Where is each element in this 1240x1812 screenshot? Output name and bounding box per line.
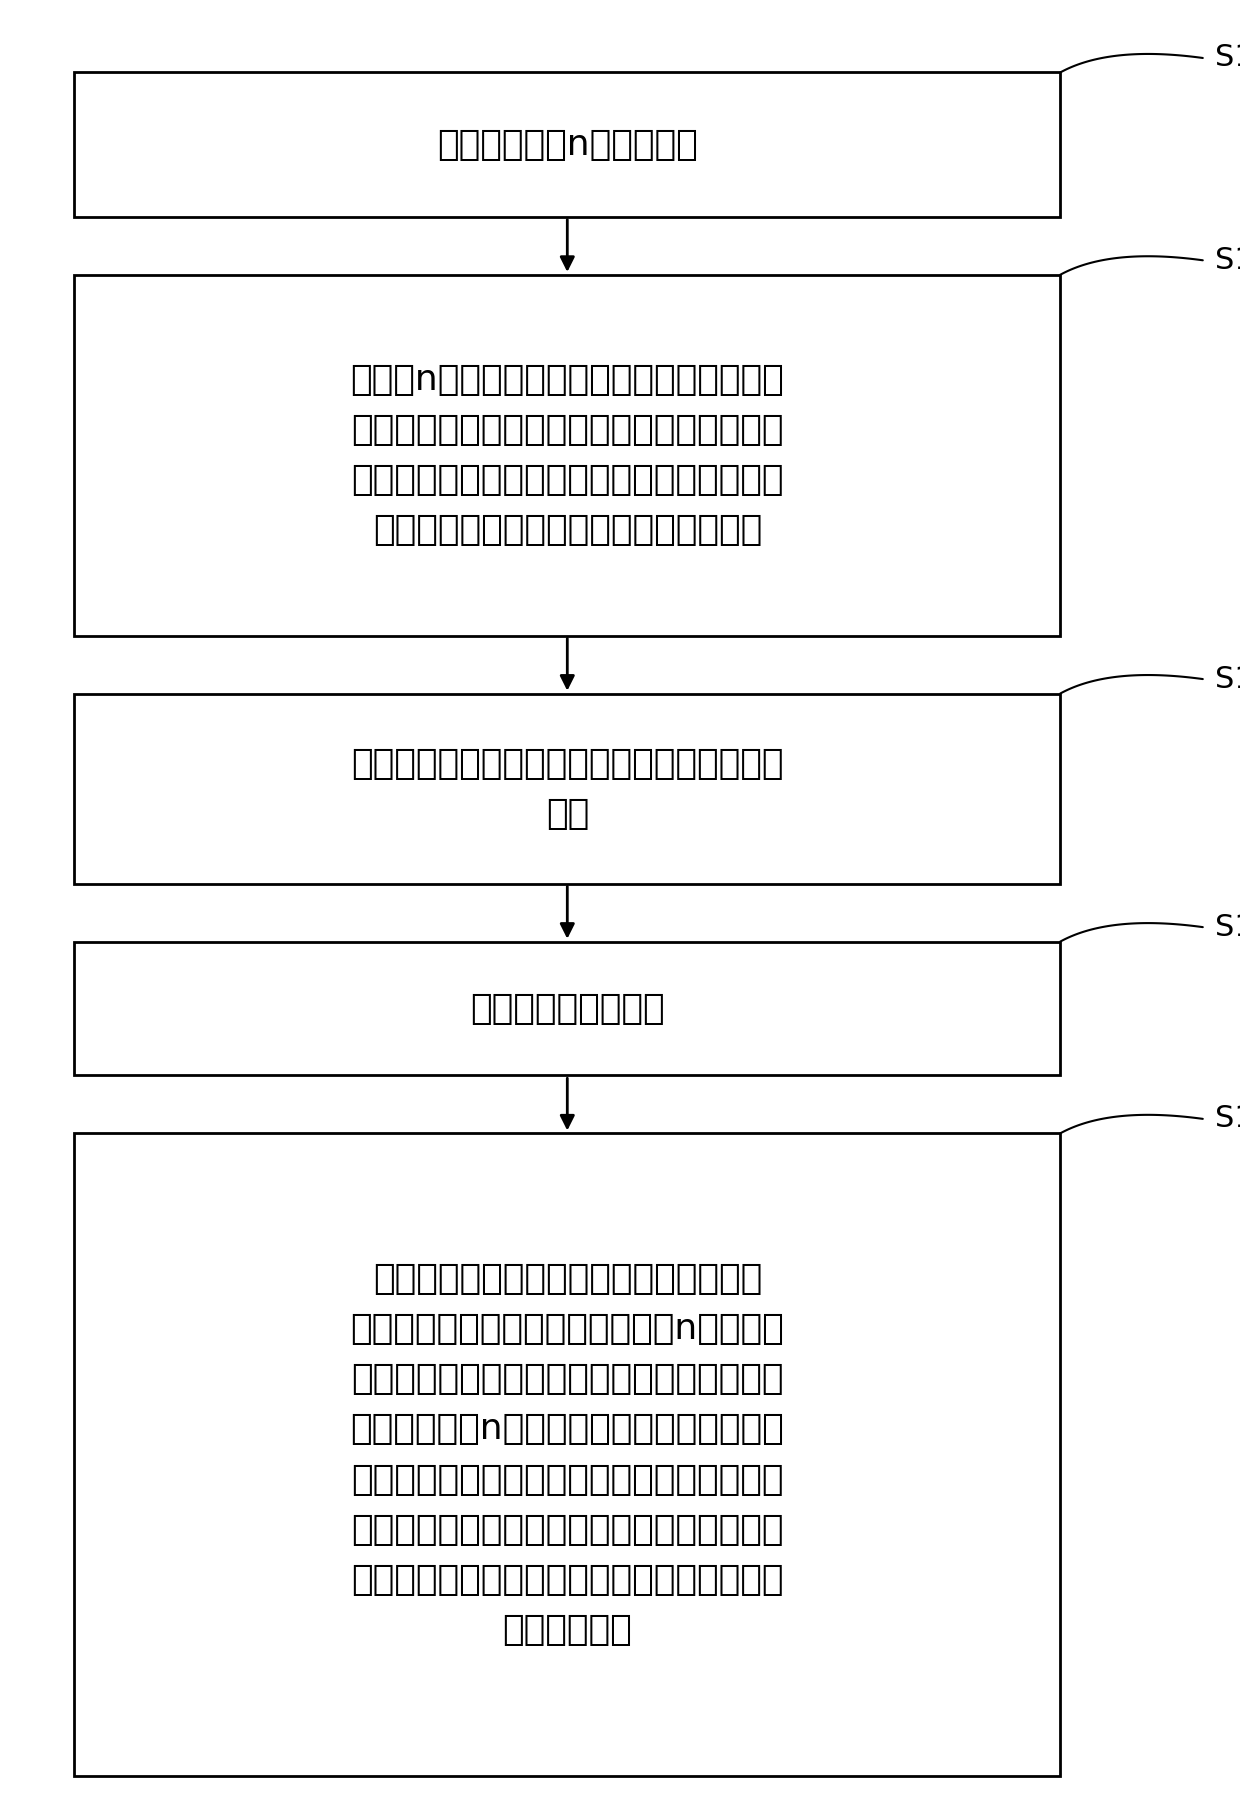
Bar — [74, 942, 1060, 1075]
Bar — [74, 694, 1060, 884]
Text: S102: S102 — [1215, 246, 1240, 275]
Bar — [74, 275, 1060, 636]
Bar — [74, 1132, 1060, 1776]
Text: S101: S101 — [1215, 43, 1240, 72]
Text: 制备正面的阳极金属层和背面的阴极金属
层；其中，所述阳极金属层在所述n型氧化镓
层上的投影对应的区域为第一区域，所述阳极
金属层在所述n型氧化镓层上的投影对应的: 制备正面的阳极金属层和背面的阴极金属 层；其中，所述阳极金属层在所述n型氧化镓 … — [351, 1261, 784, 1647]
Text: 去除所述第一掩膜层: 去除所述第一掩膜层 — [470, 991, 665, 1026]
Bar — [74, 72, 1060, 217]
Text: S104: S104 — [1215, 913, 1240, 942]
Text: 在所述n型氧化镓层上制备第一掩膜层；其中
，所述第一掩膜层的窗口为待制备的热氧化处
理区所对应的区域，所述热氧化处理区包括至
少一个第一热氧化区和两个第二热氧化: 在所述n型氧化镓层上制备第一掩膜层；其中 ，所述第一掩膜层的窗口为待制备的热氧化… — [351, 362, 784, 547]
Text: 在衬底上外延n型氧化镓层: 在衬底上外延n型氧化镓层 — [436, 127, 698, 161]
Text: S103: S103 — [1215, 665, 1240, 694]
Text: S105: S105 — [1215, 1104, 1240, 1132]
Text: 对器件正面进行高温退火处理，形成热氧化处
理区: 对器件正面进行高温退火处理，形成热氧化处 理区 — [351, 747, 784, 830]
